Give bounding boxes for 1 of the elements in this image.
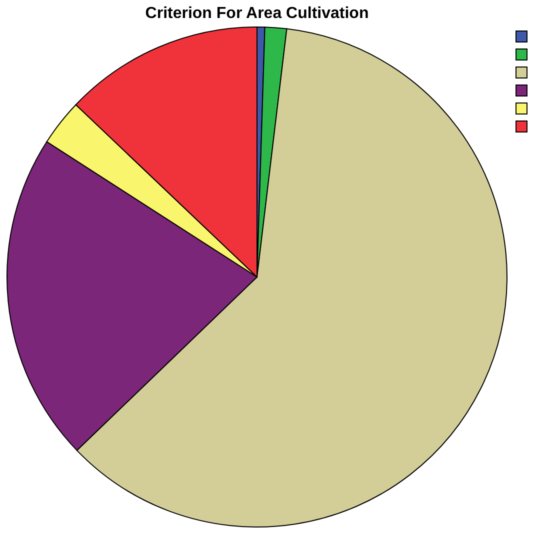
chart-title: Criterion For Area Cultivation — [145, 5, 369, 22]
